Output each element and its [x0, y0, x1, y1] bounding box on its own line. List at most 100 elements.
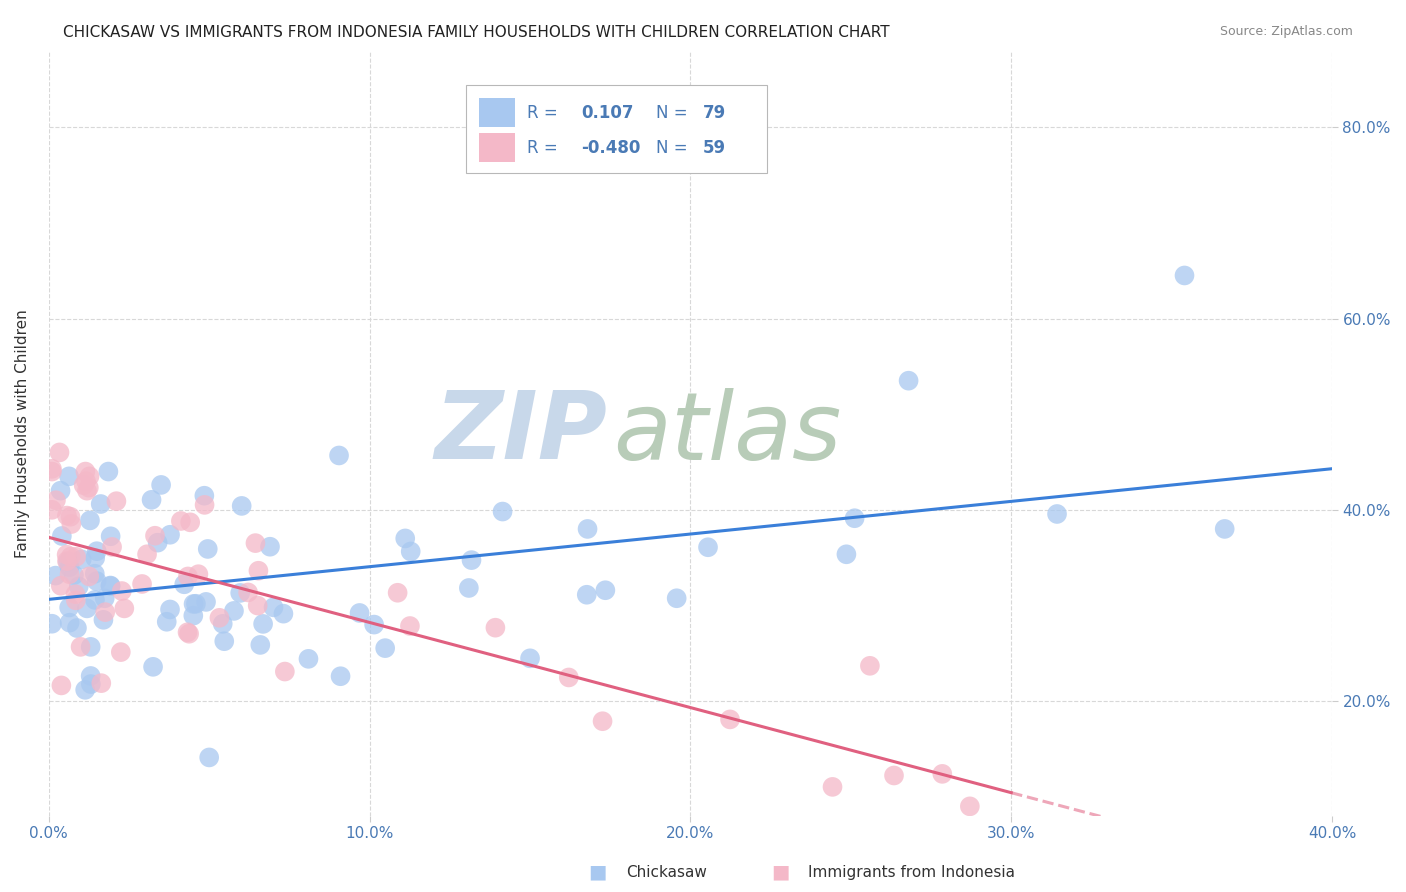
- Point: [58, 560, 80, 574]
- Point: [67, 579, 90, 593]
- Point: [363, 617, 385, 632]
- Point: [70, 552, 93, 566]
- Point: [176, 625, 198, 640]
- Point: [236, 585, 259, 599]
- Text: atlas: atlas: [613, 388, 842, 479]
- Point: [65, 549, 87, 564]
- Point: [146, 535, 169, 549]
- Text: N =: N =: [655, 139, 688, 157]
- Point: [491, 504, 513, 518]
- Point: [457, 581, 479, 595]
- Point: [273, 607, 295, 621]
- Text: -0.480: -0.480: [581, 139, 641, 157]
- Point: [76, 601, 98, 615]
- Point: [173, 577, 195, 591]
- Point: [177, 569, 200, 583]
- Point: [214, 634, 236, 648]
- Point: [197, 541, 219, 556]
- Point: [179, 516, 201, 530]
- Point: [100, 578, 122, 592]
- Y-axis label: Family Households with Children: Family Households with Children: [15, 309, 30, 558]
- Text: 0.107: 0.107: [581, 103, 634, 121]
- Point: [141, 492, 163, 507]
- Point: [297, 652, 319, 666]
- Point: [1173, 268, 1195, 283]
- Point: [897, 374, 920, 388]
- Point: [77, 481, 100, 495]
- Point: [94, 605, 117, 619]
- Point: [194, 498, 217, 512]
- Point: [93, 613, 115, 627]
- Point: [86, 544, 108, 558]
- Point: [246, 599, 269, 613]
- Point: [56, 554, 79, 568]
- Point: [48, 445, 70, 459]
- Point: [59, 615, 82, 630]
- Point: [79, 469, 101, 483]
- Text: Source: ZipAtlas.com: Source: ZipAtlas.com: [1219, 25, 1353, 38]
- Point: [328, 449, 350, 463]
- Point: [142, 660, 165, 674]
- Point: [349, 606, 371, 620]
- Point: [41, 503, 63, 517]
- Point: [97, 465, 120, 479]
- Point: [100, 579, 122, 593]
- Text: ZIP: ZIP: [434, 387, 607, 479]
- Text: 79: 79: [703, 103, 727, 121]
- Point: [41, 462, 63, 476]
- Point: [72, 478, 94, 492]
- Point: [86, 574, 108, 588]
- Point: [56, 555, 79, 569]
- Text: ■: ■: [770, 863, 790, 882]
- Point: [41, 616, 63, 631]
- Point: [835, 547, 858, 561]
- Point: [80, 640, 103, 654]
- Point: [387, 586, 409, 600]
- Point: [65, 593, 87, 607]
- Text: N =: N =: [655, 103, 688, 121]
- Point: [60, 516, 83, 531]
- Point: [58, 469, 80, 483]
- Point: [84, 551, 107, 566]
- Point: [329, 669, 352, 683]
- Point: [100, 529, 122, 543]
- Point: [150, 478, 173, 492]
- Point: [519, 651, 541, 665]
- Point: [374, 641, 396, 656]
- Point: [263, 600, 285, 615]
- Text: 59: 59: [703, 139, 727, 157]
- Point: [959, 799, 981, 814]
- Point: [1046, 507, 1069, 521]
- Point: [193, 489, 215, 503]
- Point: [859, 658, 882, 673]
- Text: R =: R =: [527, 103, 558, 121]
- Point: [821, 780, 844, 794]
- Point: [69, 640, 91, 654]
- Point: [45, 493, 67, 508]
- Point: [80, 677, 103, 691]
- Point: [143, 529, 166, 543]
- Point: [58, 600, 80, 615]
- Text: Immigrants from Indonesia: Immigrants from Indonesia: [808, 865, 1015, 880]
- Point: [665, 591, 688, 606]
- Point: [558, 670, 581, 684]
- Point: [110, 645, 132, 659]
- Point: [111, 584, 134, 599]
- Point: [231, 499, 253, 513]
- Point: [49, 483, 72, 498]
- Point: [83, 566, 105, 581]
- Point: [1213, 522, 1236, 536]
- Point: [249, 638, 271, 652]
- Point: [252, 616, 274, 631]
- Point: [41, 465, 63, 479]
- Point: [575, 588, 598, 602]
- Point: [183, 597, 205, 611]
- Point: [211, 616, 233, 631]
- Point: [159, 602, 181, 616]
- Point: [245, 536, 267, 550]
- Point: [79, 513, 101, 527]
- Point: [112, 601, 135, 615]
- Point: [184, 597, 207, 611]
- Point: [75, 474, 97, 488]
- Point: [45, 568, 67, 582]
